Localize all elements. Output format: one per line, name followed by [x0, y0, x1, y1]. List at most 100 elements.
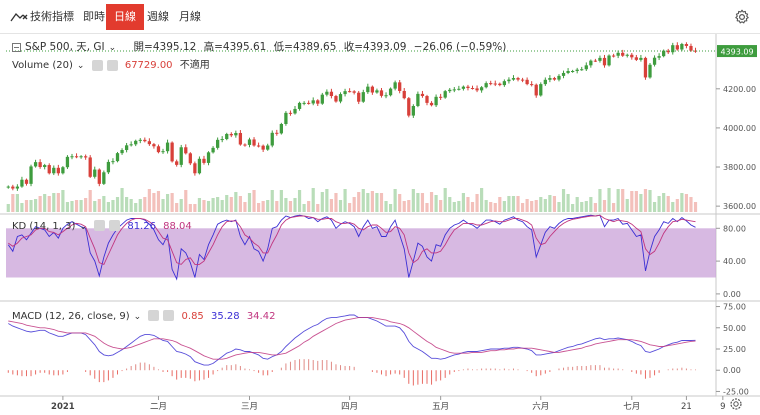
- candle-body: [11, 186, 15, 189]
- axis-settings-gear-icon[interactable]: [730, 398, 742, 410]
- close-icon[interactable]: [163, 310, 175, 321]
- tab-monthly[interactable]: 月線: [171, 4, 209, 30]
- x-tick-label: 三月: [241, 402, 258, 412]
- volume-bar: [38, 196, 42, 212]
- volume-bar: [571, 204, 575, 212]
- volume-bar: [216, 197, 220, 212]
- candle-body: [630, 54, 634, 58]
- candle-body: [247, 139, 252, 145]
- volume-bar: [489, 202, 493, 212]
- candle-body: [24, 179, 29, 184]
- volume-bar: [111, 200, 115, 212]
- candle-body: [489, 83, 493, 85]
- candle-body: [238, 132, 243, 145]
- candle-body: [429, 102, 434, 106]
- volume-bar: [165, 194, 170, 212]
- gear-teeth: [730, 398, 742, 410]
- close-icon[interactable]: [106, 59, 118, 71]
- macd-tick-label: 75.00: [723, 303, 746, 312]
- chart-area[interactable]: 4393.09 4200.00 4000.00 3800.00 3600.00 80.00…: [0, 34, 760, 415]
- candle-body: [343, 91, 347, 95]
- candle-body: [293, 108, 297, 114]
- macd-value-3: 34.42: [246, 310, 276, 322]
- volume-bar: [516, 196, 520, 212]
- settings-icon[interactable]: [148, 310, 160, 321]
- candle-body: [325, 91, 329, 95]
- volume-bar: [684, 194, 689, 212]
- chevron-down-icon[interactable]: ⌄: [79, 221, 87, 232]
- indicators-button[interactable]: 技術指標: [6, 4, 82, 30]
- volume-bar: [643, 189, 648, 212]
- settings-gear-icon[interactable]: [734, 9, 750, 25]
- tab-realtime[interactable]: 即時: [75, 4, 113, 30]
- candle-body: [625, 54, 629, 56]
- candle-body: [147, 141, 152, 145]
- volume-bar: [184, 190, 188, 212]
- volume-bar: [175, 203, 179, 212]
- volume-bar: [470, 202, 475, 212]
- tab-daily[interactable]: 日線: [106, 4, 144, 30]
- volume-bar: [498, 197, 502, 212]
- volume-bar: [561, 189, 566, 212]
- volume-bar: [393, 189, 397, 212]
- volume-bar: [425, 203, 429, 212]
- candle-body: [179, 147, 183, 165]
- candle-body: [689, 45, 693, 51]
- volume-bar: [434, 195, 438, 212]
- candle-body: [211, 147, 215, 153]
- candle-body: [193, 163, 197, 174]
- kd-tick-label: 80.00: [723, 224, 746, 233]
- candle-body: [652, 57, 657, 65]
- candle-body: [416, 93, 420, 107]
- settings-icon[interactable]: [91, 59, 103, 71]
- volume-bar: [675, 199, 679, 212]
- candle-body: [88, 157, 92, 177]
- volume-bar: [320, 192, 324, 212]
- candle-body: [74, 156, 79, 158]
- candle-body: [534, 84, 538, 96]
- candle-body: [388, 88, 393, 96]
- volume-bar: [452, 202, 456, 212]
- tab-weekly[interactable]: 週線: [139, 4, 177, 30]
- candle-body: [470, 88, 475, 90]
- volume-bar: [234, 192, 238, 212]
- macd-tick-label: 0.00: [723, 366, 741, 375]
- volume-bar: [666, 196, 670, 212]
- volume-bar: [211, 198, 215, 212]
- candle-body: [361, 92, 365, 102]
- volume-bar: [288, 201, 293, 212]
- volume-bar: [598, 189, 602, 212]
- volume-bar: [247, 193, 252, 212]
- candle-body: [616, 52, 620, 56]
- volume-bar: [520, 203, 525, 212]
- volume-legend: Volume (20) ⌄ 67729.00 不適用: [12, 56, 214, 71]
- candle-body: [466, 86, 470, 89]
- volume-bar: [338, 200, 343, 212]
- tab-daily-label: 日線: [114, 10, 136, 23]
- candle-body: [475, 88, 479, 91]
- stock-chart[interactable]: 4393.09 4200.00 4000.00 3800.00 3600.00 80.00…: [0, 34, 760, 415]
- volume-bar: [475, 194, 479, 212]
- volume-bar: [493, 203, 497, 212]
- candle-body: [584, 65, 588, 70]
- volume-bar: [70, 201, 74, 212]
- candle-body: [602, 57, 607, 66]
- chevron-down-icon[interactable]: ⌄: [108, 43, 117, 53]
- indicators-label: 技術指標: [30, 10, 74, 23]
- chevron-down-icon[interactable]: ⌄: [133, 311, 142, 322]
- high-value: 高=4395.61: [203, 41, 267, 53]
- volume-bar: [74, 200, 79, 212]
- candle-body: [434, 96, 438, 106]
- volume-bar: [311, 188, 315, 212]
- candle-body: [284, 112, 288, 124]
- volume-bar: [47, 196, 51, 212]
- volume-bar: [466, 197, 470, 212]
- gear-hub: [733, 401, 739, 407]
- collapse-icon[interactable]: [12, 42, 21, 52]
- candle-body: [347, 91, 352, 93]
- chevron-down-icon[interactable]: ⌄: [76, 61, 85, 71]
- settings-icon[interactable]: [94, 220, 106, 231]
- close-icon[interactable]: [109, 220, 121, 231]
- volume-bar: [56, 193, 60, 212]
- open-value: 開=4395.12: [133, 41, 197, 53]
